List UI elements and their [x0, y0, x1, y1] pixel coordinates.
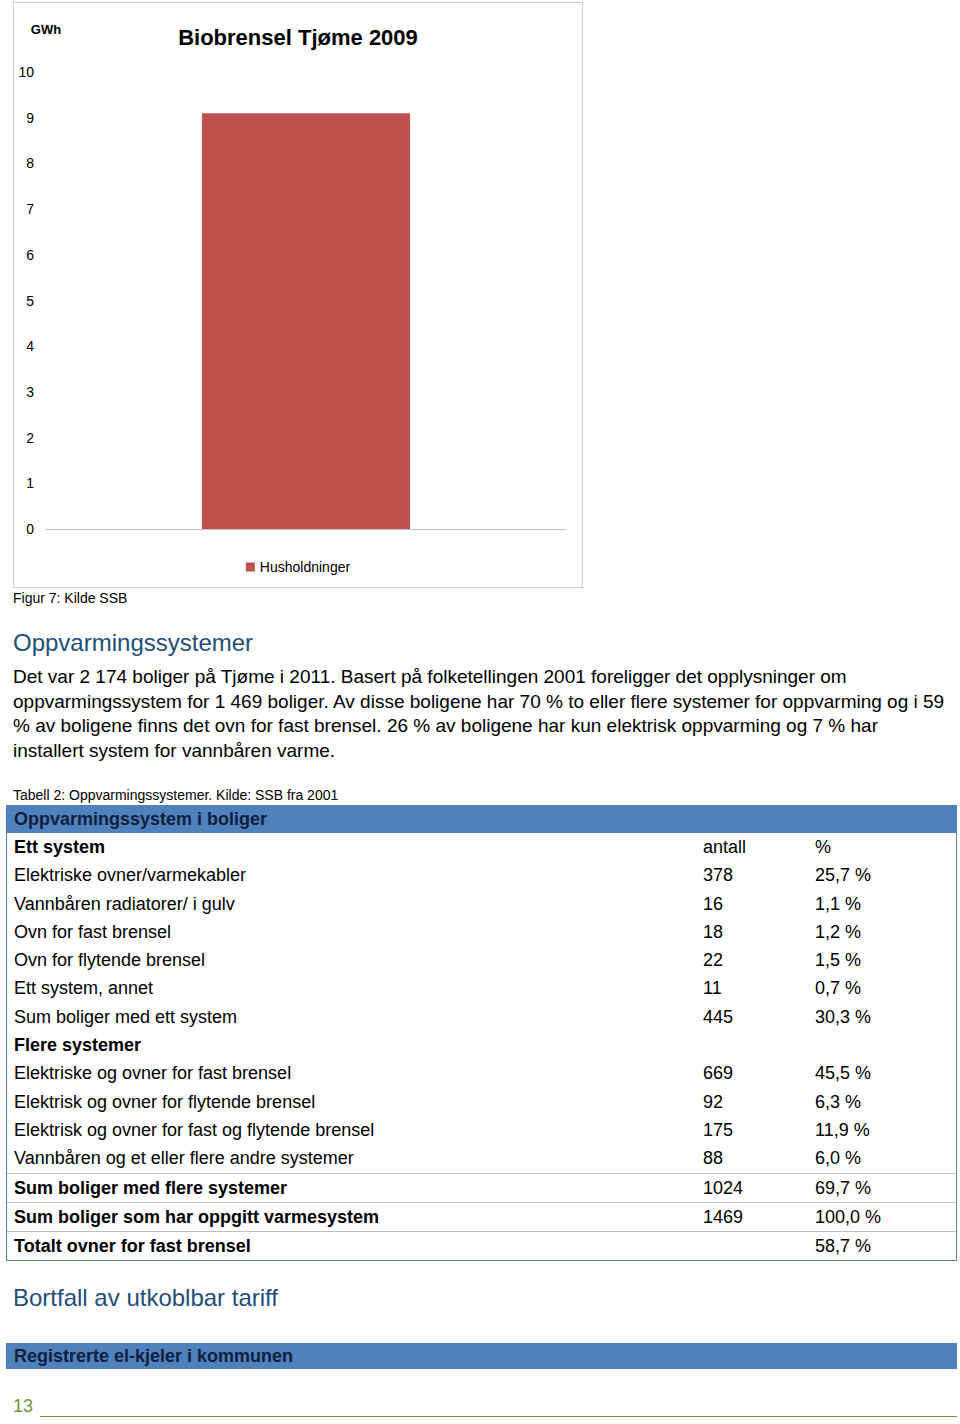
html-text:Sum boliger som har oppgitt va: Sum boliger som har oppgitt varmesystem: [14, 1206, 380, 1227]
html-text:Elektrisk og ovner for fast og: Elektrisk og ovner for fast og flytende …: [14, 1120, 375, 1140]
html-text:11: 11: [703, 978, 722, 999]
svg-text:10: 10: [18, 64, 34, 80]
html-text:378: 378: [703, 865, 733, 886]
html-text:6,0 %: 6,0 %: [815, 1148, 861, 1169]
html-text:Oppvarmingssystemer: Oppvarmingssystemer: [13, 629, 254, 656]
svg-text:Husholdninger: Husholdninger: [260, 559, 351, 575]
html-text:Tabell 2: Oppvarmingssystemer.: Tabell 2: Oppvarmingssystemer. Kilde: SS…: [13, 787, 339, 803]
svg-text:0: 0: [26, 521, 34, 537]
html-text:Bortfall av utkoblbar tariff: Bortfall av utkoblbar tariff: [13, 1284, 278, 1311]
html-text:Figur 7: Kilde SSB: Figur 7: Kilde SSB: [13, 590, 128, 606]
html-text:Ett system, annet: Ett system, annet: [14, 978, 154, 999]
html-text:30,3 %: 30,3 %: [815, 1006, 871, 1027]
html-text:Vannbåren og et eller flere an: Vannbåren og et eller flere andre system…: [14, 1148, 354, 1169]
svg-text:4: 4: [26, 338, 34, 354]
html-text:25,7 %: 25,7 %: [815, 865, 871, 886]
svg-text:GWh: GWh: [31, 22, 61, 37]
html-text:Elektriske ovner/varmekabler: Elektriske ovner/varmekabler: [14, 865, 247, 886]
svg-text:7: 7: [26, 201, 34, 217]
html-text:13: 13: [13, 1396, 33, 1416]
html-text:0,7 %: 0,7 %: [815, 978, 861, 999]
html-text:Ovn for fast brensel: Ovn for fast brensel: [14, 921, 172, 942]
html-text:Elektriske og ovner for fast b: Elektriske og ovner for fast brensel: [14, 1063, 292, 1084]
html-text:Sum boliger med ett system: Sum boliger med ett system: [14, 1006, 238, 1027]
svg-text:3: 3: [26, 384, 34, 400]
html-text:100,0 %: 100,0 %: [815, 1206, 882, 1227]
html-text:Registrerte el-kjeler i kommun: Registrerte el-kjeler i kommunen: [14, 1346, 294, 1366]
html-text:92: 92: [703, 1091, 723, 1112]
html-text:16: 16: [703, 893, 723, 914]
html-text:1,2 %: 1,2 %: [815, 921, 861, 942]
html-text:11,9 %: 11,9 %: [815, 1120, 870, 1140]
html-text:88: 88: [703, 1148, 723, 1169]
html-text:69,7 %: 69,7 %: [815, 1177, 871, 1198]
svg-text:5: 5: [26, 293, 34, 309]
html-text:antall: antall: [703, 837, 746, 857]
html-text:Ovn for flytende brensel: Ovn for flytende brensel: [14, 950, 206, 971]
html-text:445: 445: [703, 1006, 733, 1027]
html-text:1024: 1024: [703, 1177, 743, 1198]
html-text:1469: 1469: [703, 1206, 743, 1227]
html-text:Ett system: Ett system: [14, 837, 105, 857]
html-text:Vannbåren radiatorer/ i gulv: Vannbåren radiatorer/ i gulv: [14, 893, 235, 914]
svg-text:Biobrensel Tjøme 2009: Biobrensel Tjøme 2009: [178, 25, 418, 50]
svg-text:1: 1: [26, 475, 34, 491]
html-text:22: 22: [703, 950, 723, 971]
html-text:669: 669: [703, 1063, 733, 1084]
html-text:45,5 %: 45,5 %: [815, 1063, 871, 1084]
html-text:Oppvarmingssystem i boliger: Oppvarmingssystem i boliger: [14, 809, 268, 829]
html-text:58,7 %: 58,7 %: [815, 1236, 871, 1257]
svg-text:2: 2: [26, 430, 34, 446]
svg-text:9: 9: [26, 110, 34, 126]
html-text:6,3 %: 6,3 %: [815, 1091, 861, 1112]
svg-text:6: 6: [26, 247, 34, 263]
html-text:Elektrisk og ovner for flytend: Elektrisk og ovner for flytende brensel: [14, 1091, 316, 1112]
html-text:175: 175: [703, 1120, 733, 1140]
html-text:Flere systemer: Flere systemer: [14, 1035, 142, 1056]
html-text:Det var 2 174 boliger på Tjøme: Det var 2 174 boliger på Tjøme i 2011. B…: [13, 666, 945, 761]
html-text:18: 18: [703, 921, 723, 942]
html-text:1,1 %: 1,1 %: [815, 893, 861, 914]
svg-text:8: 8: [26, 155, 34, 171]
html-text:Sum boliger med flere systemer: Sum boliger med flere systemer: [14, 1177, 288, 1198]
html-text:Totalt ovner for fast brensel: Totalt ovner for fast brensel: [14, 1236, 251, 1257]
html-text:1,5 %: 1,5 %: [815, 950, 861, 971]
